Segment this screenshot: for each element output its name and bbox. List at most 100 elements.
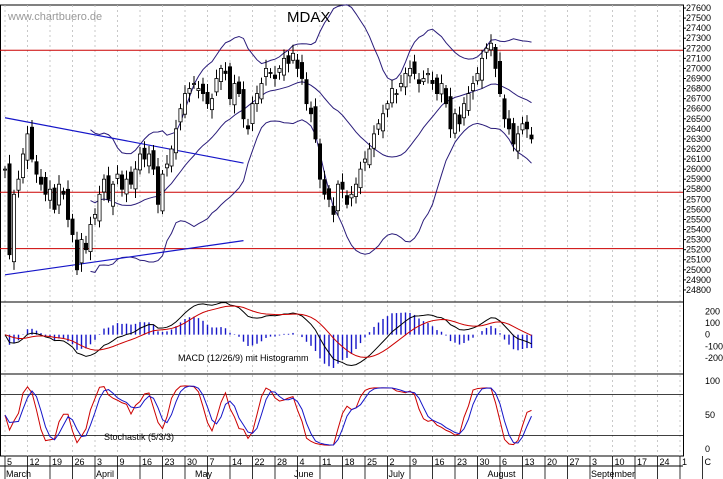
day-label-3: 26	[75, 457, 85, 467]
price-tick-22: 27000	[686, 63, 711, 73]
day-label-0: 5	[7, 457, 12, 467]
candle-body-98	[443, 88, 448, 105]
trendlines	[4, 117, 244, 276]
candle-body-63	[286, 55, 291, 64]
candle-body-18	[84, 242, 89, 251]
price-tick-19: 26700	[686, 94, 711, 104]
day-label-22: 6	[502, 457, 507, 467]
macd-tick-0: 200	[705, 306, 720, 316]
candle-body-57	[259, 83, 264, 100]
day-label-21: 30	[480, 457, 490, 467]
candle-body-43	[196, 88, 201, 91]
candle-body-31	[142, 147, 147, 160]
price-tick-3: 25100	[686, 255, 711, 265]
chart-frame	[0, 4, 684, 457]
candle-body-13	[61, 190, 66, 195]
price-tick-21: 26900	[686, 73, 711, 83]
month-label-1: April	[96, 469, 114, 479]
candle-body-110	[497, 61, 502, 95]
chart-title: MDAX	[287, 9, 330, 26]
candle-body-37	[169, 148, 174, 167]
candle-body-60	[272, 74, 277, 79]
day-label-9: 7	[210, 457, 215, 467]
candle-body-113	[511, 123, 516, 145]
candle-body-85	[385, 103, 390, 110]
price-tick-9: 25700	[686, 194, 711, 204]
day-label-28: 17	[637, 457, 647, 467]
bollinger-lower	[90, 119, 532, 273]
candle-body-30	[137, 153, 142, 171]
day-label-2: 19	[52, 457, 62, 467]
price-tick-16: 26400	[686, 124, 711, 134]
candle-body-95	[430, 80, 435, 84]
candle-body-87	[394, 93, 399, 96]
price-tick-2: 25000	[686, 265, 711, 275]
candle-body-111	[502, 98, 507, 120]
day-label-26: 3	[592, 457, 597, 467]
price-tick-23: 27100	[686, 53, 711, 63]
candle-body-2	[11, 193, 16, 263]
candle-body-42	[191, 83, 196, 85]
month-label-0: March	[6, 469, 31, 479]
candle-body-84	[380, 113, 385, 132]
candle-body-46	[209, 98, 214, 111]
candle-body-61	[277, 68, 282, 73]
day-label-17: 2	[390, 457, 395, 467]
price-tick-17: 26500	[686, 114, 711, 124]
candle-body-65	[295, 59, 300, 69]
day-label-23: 13	[525, 457, 535, 467]
candle-body-90	[407, 68, 412, 77]
day-label-29: 24	[660, 457, 670, 467]
day-label-25: 27	[570, 457, 580, 467]
candle-body-20	[93, 214, 98, 219]
day-label-7: 23	[165, 457, 175, 467]
candle-body-16	[75, 239, 80, 271]
candle-body-27	[124, 178, 129, 195]
support-resistance-lines	[0, 49, 683, 250]
candle-body-38	[173, 128, 178, 154]
candle-body-79	[358, 168, 363, 189]
price-tick-4: 25200	[686, 245, 711, 255]
candle-body-69	[313, 106, 318, 140]
candle-body-99	[448, 96, 453, 130]
candle-body-41	[187, 88, 192, 94]
candle-body-12	[57, 183, 62, 206]
candle-body-52	[236, 81, 241, 95]
candle-body-32	[146, 153, 151, 167]
month-label-2: May	[195, 469, 213, 479]
stoch-d-line	[4, 385, 532, 446]
candle-body-72	[326, 188, 331, 200]
macd-tick-1: 100	[705, 318, 720, 328]
candle-body-29	[133, 168, 138, 190]
price-tick-5: 25300	[686, 235, 711, 245]
day-label-4: 3	[97, 457, 102, 467]
candle-body-96	[434, 77, 439, 95]
stochastic-label: Stochastik (5/3/3)	[104, 432, 174, 442]
candle-body-23	[106, 175, 111, 200]
price-tick-8: 25600	[686, 204, 711, 214]
watermark: www.chartbuero.de	[7, 11, 102, 23]
price-tick-11: 25900	[686, 174, 711, 184]
macd-panel	[4, 301, 533, 368]
candle-body-54	[245, 125, 250, 130]
day-label-19: 16	[435, 457, 445, 467]
candle-body-100	[452, 113, 457, 134]
price-tick-7: 25500	[686, 214, 711, 224]
macd-label: MACD (12/26/9) mit Histogramm	[178, 353, 309, 363]
stochastic-panel	[0, 385, 683, 446]
candle-body-62	[281, 57, 286, 76]
candle-body-102	[461, 103, 466, 119]
candle-body-93	[421, 78, 426, 83]
stoch-tick-1: 50	[705, 410, 715, 420]
price-tick-0: 24800	[686, 285, 711, 295]
candle-body-112	[506, 118, 511, 130]
candle-body-97	[439, 83, 444, 95]
candle-body-9	[43, 177, 48, 195]
candle-body-34	[155, 166, 160, 205]
day-label-18: 9	[412, 457, 417, 467]
candle-body-75	[340, 181, 345, 190]
candle-body-44	[200, 83, 205, 95]
candle-body-40	[182, 93, 187, 115]
price-tick-15: 26300	[686, 134, 711, 144]
